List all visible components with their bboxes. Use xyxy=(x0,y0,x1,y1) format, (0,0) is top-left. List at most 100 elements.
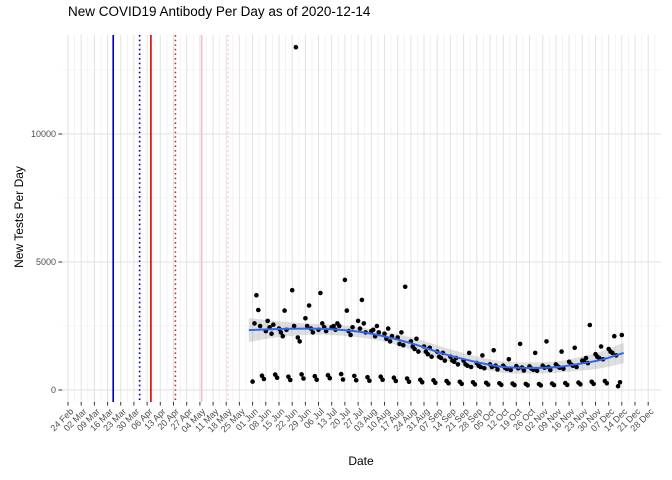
scatter-point xyxy=(348,332,353,338)
scatter-point xyxy=(512,382,517,388)
scatter-point xyxy=(491,348,497,353)
scatter-point xyxy=(468,364,474,370)
scatter-point xyxy=(269,331,274,337)
scatter-point xyxy=(414,336,419,342)
scatter-point xyxy=(451,359,457,365)
chart-title: New COVID19 Antibody Per Day as of 2020-… xyxy=(68,4,371,19)
scatter-point xyxy=(250,379,255,384)
scatter-point xyxy=(401,342,406,348)
scatter-point xyxy=(442,358,448,363)
scatter-point xyxy=(429,354,434,360)
scatter-point xyxy=(402,284,408,290)
scatter-point xyxy=(480,353,485,358)
confidence-band xyxy=(248,318,624,374)
scatter-point xyxy=(382,331,387,337)
scatter-point xyxy=(521,368,527,373)
scatter-point xyxy=(338,371,344,377)
scatter-point xyxy=(350,325,355,330)
scatter-point xyxy=(365,374,370,380)
scatter-point xyxy=(327,375,333,381)
scatter-point xyxy=(255,307,261,313)
scatter-point xyxy=(615,383,621,389)
scatter-point xyxy=(534,368,540,374)
scatter-point xyxy=(301,376,306,381)
scatter-point xyxy=(485,382,491,387)
scatter-point xyxy=(387,339,393,344)
scatter-point xyxy=(465,363,470,369)
scatter-point xyxy=(352,373,357,379)
scatter-point xyxy=(314,377,320,383)
scatter-point xyxy=(397,341,402,347)
scatter-point xyxy=(482,365,487,371)
scatter-point xyxy=(506,357,512,362)
scatter-point xyxy=(587,322,593,328)
scatter-point xyxy=(376,330,382,335)
scatter-point xyxy=(303,316,308,321)
scatter-point xyxy=(278,330,284,335)
y-tick-label: 5000 xyxy=(36,257,56,267)
scatter-point xyxy=(353,378,359,383)
scatter-point xyxy=(265,318,271,324)
scatter-point xyxy=(257,323,263,329)
scatter-point xyxy=(361,321,367,326)
scatter-point xyxy=(598,344,604,349)
scatter-point xyxy=(289,287,295,293)
scatter-point xyxy=(495,367,500,372)
scatter-point xyxy=(525,383,530,388)
scatter-point xyxy=(380,377,385,383)
scatter-point xyxy=(331,323,336,329)
scatter-point xyxy=(271,322,276,328)
scatter-point xyxy=(318,290,323,296)
scatter-point xyxy=(261,376,267,382)
scatter-point xyxy=(416,349,421,354)
scatter-point xyxy=(374,323,380,329)
scatter-point xyxy=(472,382,478,387)
scatter-point xyxy=(583,355,589,361)
scatter-point xyxy=(297,339,303,344)
scatter-point xyxy=(438,355,444,361)
scatter-point xyxy=(574,364,579,370)
scatter-point xyxy=(548,367,553,373)
scatter-point xyxy=(610,350,615,356)
scatter-point xyxy=(385,326,391,331)
scatter-point xyxy=(342,277,348,283)
scatter-point xyxy=(320,321,325,326)
scatter-point xyxy=(517,341,523,347)
scatter-point xyxy=(564,382,570,388)
scatter-point xyxy=(312,373,318,379)
scatter-point xyxy=(561,366,566,372)
scatter-point xyxy=(274,375,280,381)
scatter-point xyxy=(406,379,412,385)
scatter-point xyxy=(559,349,564,354)
scatter-point xyxy=(357,326,363,331)
scatter-point xyxy=(355,318,361,324)
scatter-point xyxy=(425,351,431,357)
scatter-point xyxy=(619,332,625,338)
x-axis-title: Date xyxy=(348,454,374,468)
scatter-point xyxy=(578,382,583,387)
scatter-point xyxy=(370,327,376,333)
scatter-point xyxy=(393,378,399,384)
y-tick-label: 0 xyxy=(51,385,56,395)
scatter-point xyxy=(306,303,312,308)
panel-group xyxy=(62,35,661,402)
scatter-point xyxy=(499,382,504,388)
scatter-point xyxy=(254,293,259,298)
scatter-point xyxy=(304,323,310,329)
scatter-point xyxy=(455,362,461,367)
scatter-point xyxy=(591,381,596,387)
scatter-point xyxy=(288,377,293,383)
scatter-point xyxy=(344,308,350,313)
y-tick-label: 10000 xyxy=(31,129,56,139)
scatter-point xyxy=(617,380,623,385)
scatter-point xyxy=(293,44,299,50)
scatter-point xyxy=(367,378,372,384)
scatter-point xyxy=(280,333,286,339)
scatter-point xyxy=(310,330,316,335)
scatter-point xyxy=(466,350,472,356)
scatter-point xyxy=(412,346,417,352)
scatter-point xyxy=(551,382,557,388)
scatter-point xyxy=(399,330,404,335)
scatter-point xyxy=(433,380,438,386)
